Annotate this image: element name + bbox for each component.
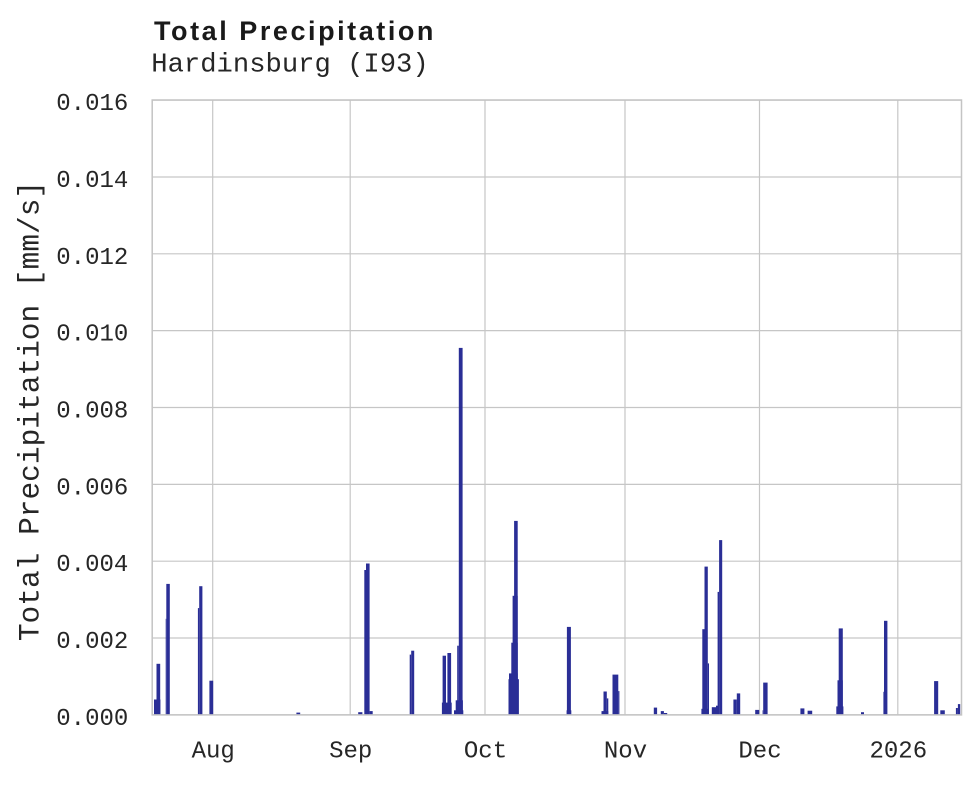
svg-text:Total Precipitation: Total Precipitation (154, 16, 436, 46)
svg-text:0.004: 0.004 (56, 552, 128, 579)
svg-text:Hardinsburg (I93): Hardinsburg (I93) (151, 50, 428, 81)
svg-text:Total Precipitation [mm/s]: Total Precipitation [mm/s] (14, 181, 48, 641)
svg-text:0.010: 0.010 (56, 322, 128, 349)
svg-text:Dec: Dec (738, 739, 781, 766)
svg-text:0.014: 0.014 (56, 168, 128, 195)
svg-text:0.016: 0.016 (56, 91, 128, 118)
svg-text:0.002: 0.002 (56, 629, 128, 656)
svg-text:2026: 2026 (869, 739, 927, 766)
svg-text:Aug: Aug (192, 739, 235, 766)
svg-text:Oct: Oct (464, 739, 507, 766)
svg-text:0.000: 0.000 (56, 706, 128, 733)
svg-text:0.012: 0.012 (56, 245, 128, 272)
svg-text:0.006: 0.006 (56, 475, 128, 502)
svg-text:0.008: 0.008 (56, 399, 128, 426)
svg-text:Nov: Nov (604, 739, 647, 766)
svg-text:Sep: Sep (329, 739, 372, 766)
